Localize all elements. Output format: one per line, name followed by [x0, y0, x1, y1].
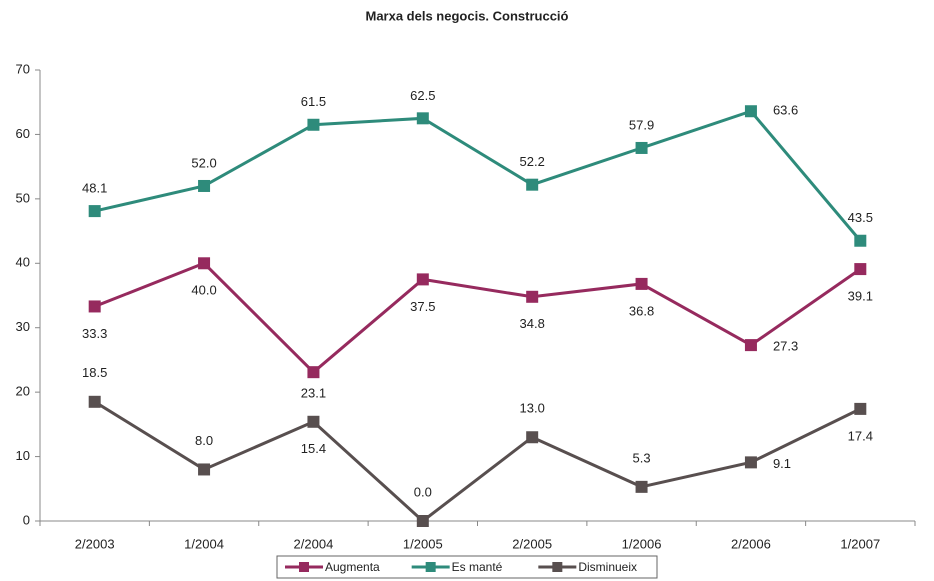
- data-label: 40.0: [191, 283, 216, 298]
- marker: [526, 431, 539, 444]
- x-tick-label: 1/2006: [622, 536, 662, 551]
- marker: [635, 277, 648, 290]
- y-tick-label: 50: [16, 190, 30, 205]
- legend-label: Disminueix: [578, 560, 637, 574]
- marker: [526, 290, 539, 303]
- data-label: 33.3: [82, 326, 107, 341]
- legend-marker: [552, 562, 563, 572]
- chart-title: Marxa dels negocis. Construcció: [365, 8, 568, 23]
- legend-label: Augmenta: [325, 560, 380, 574]
- data-label: 27.3: [773, 339, 798, 354]
- data-label: 43.5: [848, 210, 873, 225]
- marker: [635, 141, 648, 154]
- data-label: 8.0: [195, 433, 213, 448]
- legend-marker: [425, 562, 436, 572]
- data-label: 23.1: [301, 386, 326, 401]
- marker: [198, 463, 211, 476]
- series-line: [94, 261, 862, 375]
- data-label: 37.5: [410, 299, 435, 314]
- marker: [854, 402, 867, 415]
- data-label: 48.1: [82, 181, 107, 196]
- data-label: 57.9: [629, 117, 654, 132]
- y-tick-label: 70: [16, 61, 30, 76]
- marker: [526, 178, 539, 191]
- x-tick-label: 2/2005: [512, 536, 552, 551]
- series-line: [93, 400, 861, 523]
- marker: [307, 118, 320, 131]
- series-line: [94, 109, 862, 242]
- marker: [307, 415, 320, 428]
- data-label: 52.2: [520, 154, 545, 169]
- marker: [88, 395, 101, 408]
- data-label: 36.8: [629, 303, 654, 318]
- marker: [854, 234, 867, 247]
- x-tick-label: 2/2006: [731, 536, 771, 551]
- data-label: 15.4: [301, 441, 326, 456]
- marker: [198, 179, 211, 192]
- y-tick-label: 0: [23, 512, 30, 527]
- y-tick-label: 60: [16, 126, 30, 141]
- x-tick-label: 1/2004: [184, 536, 224, 551]
- x-tick-label: 1/2005: [403, 536, 443, 551]
- data-label: 61.5: [301, 94, 326, 109]
- legend-label: Es manté: [452, 560, 503, 574]
- data-label: 62.5: [410, 88, 435, 103]
- marker: [744, 339, 757, 352]
- x-tick-label: 2/2004: [294, 536, 334, 551]
- marker: [198, 257, 211, 270]
- legend-box: [276, 555, 658, 579]
- marker: [88, 205, 101, 218]
- marker: [854, 263, 867, 276]
- data-label: 9.1: [773, 456, 791, 471]
- marker: [416, 273, 429, 286]
- x-tick-label: 2/2003: [75, 536, 115, 551]
- data-label: 39.1: [848, 289, 873, 304]
- data-label: 13.0: [520, 401, 545, 416]
- data-label: 52.0: [191, 155, 216, 170]
- marker: [416, 515, 429, 527]
- marker: [744, 105, 757, 118]
- marker: [416, 112, 429, 125]
- legend-marker: [299, 562, 309, 572]
- marker: [744, 456, 757, 469]
- data-label: 0.0: [414, 484, 432, 499]
- data-label: 17.4: [848, 428, 873, 443]
- marker: [307, 366, 320, 379]
- y-tick-label: 30: [16, 319, 30, 334]
- data-label: 34.8: [520, 316, 545, 331]
- marker: [88, 300, 101, 313]
- y-tick-label: 20: [16, 384, 30, 399]
- data-label: 5.3: [633, 450, 651, 465]
- y-tick-label: 40: [16, 255, 30, 270]
- x-tick-label: 1/2007: [840, 536, 880, 551]
- data-label: 63.6: [773, 103, 798, 118]
- marker: [635, 480, 648, 493]
- y-tick-label: 10: [16, 448, 30, 463]
- data-label: 18.5: [82, 365, 107, 380]
